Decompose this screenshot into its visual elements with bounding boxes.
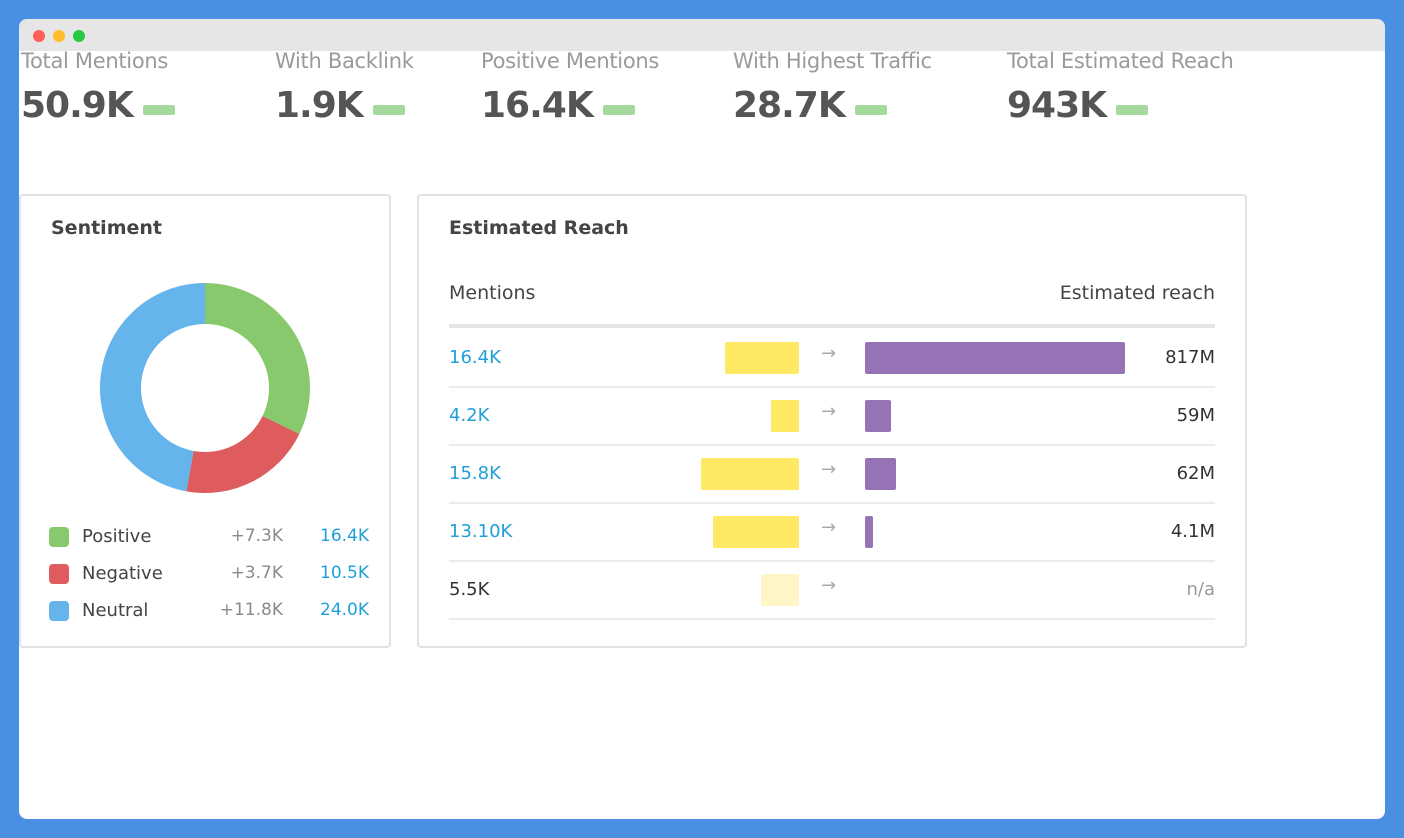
table-row: 13.10K → 4.1M xyxy=(449,504,1215,562)
reach-bar xyxy=(865,516,873,548)
reach-value: 4.1M xyxy=(1170,521,1215,542)
legend-total[interactable]: 24.0K xyxy=(320,600,369,620)
mentions-bar xyxy=(761,574,799,606)
stat-label: With Highest Traffic xyxy=(733,49,932,73)
trend-indicator xyxy=(1116,104,1149,115)
arrow-right-icon: → xyxy=(821,401,837,422)
reach-title: Estimated Reach xyxy=(449,217,629,239)
stat-label: Total Mentions xyxy=(21,49,169,73)
mentions-bar xyxy=(701,458,799,490)
reach-value: 817M xyxy=(1165,347,1215,368)
stat-positive-mentions: Positive Mentions 16.4K xyxy=(481,49,659,126)
trend-indicator xyxy=(372,104,405,115)
reach-bar xyxy=(865,400,891,432)
legend-item-positive[interactable]: Positive +7.3K 16.4K xyxy=(49,526,369,548)
trend-indicator xyxy=(854,104,887,115)
legend-item-neutral[interactable]: Neutral +11.8K 24.0K xyxy=(49,600,369,622)
arrow-right-icon: → xyxy=(821,343,837,364)
stat-value: 1.9K xyxy=(275,85,364,126)
stat-with-backlink: With Backlink 1.9K xyxy=(275,49,414,126)
legend-label: Negative xyxy=(82,563,163,584)
stat-value: 16.4K xyxy=(481,85,594,126)
sentiment-donut-chart xyxy=(99,283,310,493)
stat-value: 28.7K xyxy=(733,85,846,126)
table-row: 5.5K → n/a xyxy=(449,562,1215,620)
reach-bar xyxy=(865,342,1125,374)
legend-swatch xyxy=(49,527,69,547)
legend-total[interactable]: 16.4K xyxy=(320,526,369,546)
mentions-link[interactable]: 16.4K xyxy=(449,347,501,368)
mentions-bar xyxy=(771,400,799,432)
stat-value: 943K xyxy=(1007,85,1107,126)
legend-label: Neutral xyxy=(82,600,149,621)
reach-value: 62M xyxy=(1176,463,1215,484)
arrow-right-icon: → xyxy=(821,575,837,596)
minimize-window-button[interactable] xyxy=(53,30,65,42)
stat-label: Total Estimated Reach xyxy=(1007,49,1234,73)
stat-label: With Backlink xyxy=(275,49,414,73)
mentions-link[interactable]: 4.2K xyxy=(449,405,490,426)
title-bar xyxy=(19,19,1385,51)
arrow-right-icon: → xyxy=(821,459,837,480)
sentiment-card: Sentiment Positive +7.3K 16.4K Negative … xyxy=(19,194,391,648)
stat-total-mentions: Total Mentions 50.9K xyxy=(21,49,175,126)
stat-value: 50.9K xyxy=(21,85,134,126)
mentions-bar xyxy=(725,342,799,374)
reach-value: 59M xyxy=(1176,405,1215,426)
column-header-estimated-reach: Estimated reach xyxy=(1059,282,1215,304)
stat-label: Positive Mentions xyxy=(481,49,660,73)
table-row: 15.8K → 62M xyxy=(449,446,1215,504)
stat-highest-traffic: With Highest Traffic 28.7K xyxy=(733,49,932,126)
mentions-link[interactable]: 15.8K xyxy=(449,463,501,484)
legend-label: Positive xyxy=(82,526,152,547)
legend-item-negative[interactable]: Negative +3.7K 10.5K xyxy=(49,563,369,585)
donut-segment-neutral[interactable] xyxy=(99,283,205,492)
table-row: 16.4K → 817M xyxy=(449,330,1215,388)
legend-delta: +3.7K xyxy=(230,563,283,583)
sentiment-title: Sentiment xyxy=(51,217,162,239)
close-window-button[interactable] xyxy=(33,30,45,42)
trend-indicator xyxy=(142,104,175,115)
donut-segment-positive[interactable] xyxy=(205,283,310,435)
legend-delta: +7.3K xyxy=(230,526,283,546)
legend-total[interactable]: 10.5K xyxy=(320,563,369,583)
estimated-reach-card: Estimated Reach Mentions Estimated reach… xyxy=(417,194,1247,648)
table-row: 4.2K → 59M xyxy=(449,388,1215,446)
legend-swatch xyxy=(49,601,69,621)
donut-segment-negative[interactable] xyxy=(186,416,300,493)
reach-bar xyxy=(865,458,896,490)
trend-indicator xyxy=(602,104,635,115)
mentions-link[interactable]: 13.10K xyxy=(449,521,513,542)
reach-value: n/a xyxy=(1186,579,1215,600)
mentions-value: 5.5K xyxy=(449,579,490,600)
mentions-bar xyxy=(713,516,799,548)
app-window: Total Mentions 50.9K With Backlink 1.9K … xyxy=(19,19,1385,819)
legend-swatch xyxy=(49,564,69,584)
column-header-mentions: Mentions xyxy=(449,282,536,304)
legend-delta: +11.8K xyxy=(219,600,283,620)
stat-total-reach: Total Estimated Reach 943K xyxy=(1007,49,1234,126)
reach-table-header: Mentions Estimated reach xyxy=(449,282,1215,328)
arrow-right-icon: → xyxy=(821,517,837,538)
maximize-window-button[interactable] xyxy=(73,30,85,42)
